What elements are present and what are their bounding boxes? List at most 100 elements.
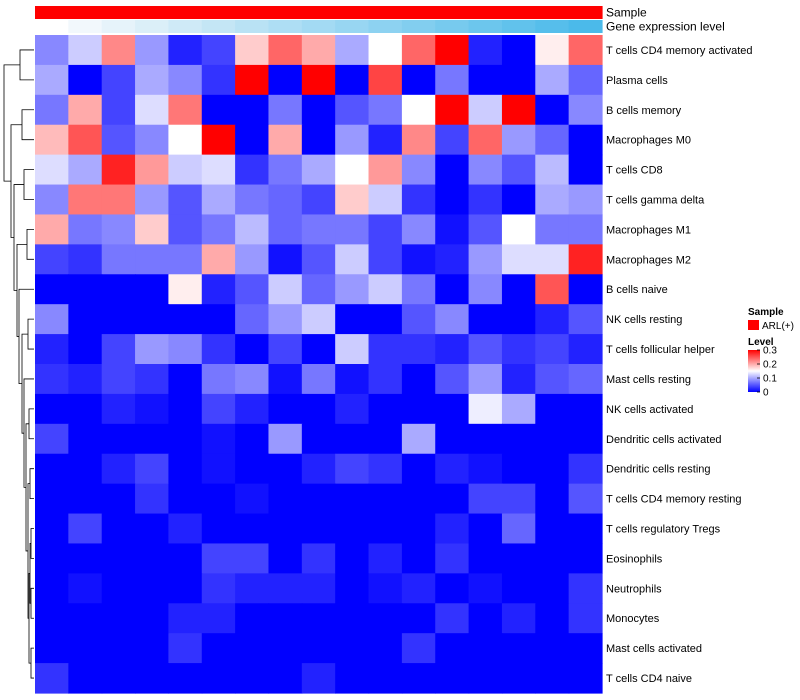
heatmap-cell [468,214,503,245]
row-label: Mast cells resting [606,374,691,386]
heatmap-cell [401,573,436,604]
row-label: Plasma cells [606,75,668,87]
heatmap-cell [568,543,603,574]
dendrogram-branch [30,528,34,559]
heatmap-cell [535,663,570,694]
heatmap-cell [135,633,170,664]
heatmap-cell [101,573,136,604]
heatmap-cell [235,64,270,96]
annotation-label: Gene expression level [606,20,725,34]
heatmap-cell [535,453,570,485]
heatmap-cell [135,124,170,156]
heatmap-cell [101,94,136,126]
dendrogram-branch [21,333,28,434]
heatmap-cell [101,603,136,634]
heatmap-cell [535,94,570,126]
heatmap-cell [101,274,136,305]
heatmap-cell [401,663,436,694]
heatmap-cell [35,214,69,245]
heatmap-cell [268,304,303,335]
heatmap-cell [135,573,170,604]
heatmap-cell [201,633,236,664]
heatmap-cell [301,573,336,604]
heatmap-cell [68,124,103,156]
heatmap-cell [501,423,536,455]
heatmap-cell [35,423,69,455]
annotation-cell [201,20,236,33]
heatmap-cell [201,364,236,395]
heatmap-cell [168,483,203,515]
heatmap-cell [168,423,203,455]
heatmap-cell [435,124,470,156]
heatmap-cell [335,364,370,395]
heatmap-cell [335,214,370,245]
heatmap-cell [168,244,203,275]
heatmap-cell [35,124,69,156]
heatmap-cell [101,304,136,335]
heatmap-cell [68,603,103,634]
heatmap-cell [568,214,603,245]
heatmap-cell [268,453,303,485]
legend-level-title: Level [748,337,774,348]
heatmap-cell [268,573,303,604]
heatmap-cell [201,154,236,186]
heatmap-cell [501,154,536,186]
heatmap-cell [401,543,436,574]
heatmap-cell [68,35,103,66]
row-label: T cells CD8 [606,165,663,177]
annotation-cell [435,20,470,33]
heatmap-cell [35,483,69,515]
heatmap-cell [468,513,503,545]
heatmap-cell [301,453,336,485]
heatmap-cell [201,663,236,694]
heatmap-cell [535,35,570,66]
heatmap-cell [568,64,603,96]
heatmap-cell [35,393,69,425]
heatmap-cell [168,184,203,216]
row-label: Monocytes [606,613,660,625]
heatmap-cell [68,393,103,425]
heatmap-cell [335,244,370,275]
heatmap-cell [235,393,270,425]
heatmap-cell [268,364,303,395]
heatmap-cell [535,64,570,96]
heatmap-cell [535,334,570,365]
heatmap-cell [468,423,503,455]
dendrogram-branch [29,468,34,499]
heatmap-cell [235,453,270,485]
heatmap-cell [268,244,303,275]
heatmap-cell [168,124,203,156]
dendrogram-branch [13,184,24,291]
heatmap-cell [35,334,69,365]
heatmap-cell [101,453,136,485]
heatmap-cell [301,94,336,126]
heatmap-cell [535,124,570,156]
heatmap-cell [301,214,336,245]
heatmap-cell [535,573,570,604]
heatmap-cell [101,663,136,694]
heatmap-cell [68,573,103,604]
heatmap-cell [468,124,503,156]
heatmap-cell [535,423,570,455]
heatmap-cell [135,603,170,634]
heatmap-cell [435,513,470,545]
legend-tick-label: 0.3 [763,346,777,357]
heatmap-cell [268,633,303,664]
heatmap-cell [468,35,503,66]
heatmap-cell [401,334,436,365]
row-label: T cells CD4 memory activated [606,45,753,57]
heatmap-cell [435,214,470,245]
heatmap-cell [535,154,570,186]
heatmap-cell [335,94,370,126]
dendrogram-branch [26,229,34,260]
heatmap-cell [35,573,69,604]
row-label: T cells CD4 naive [606,673,692,685]
row-labels: T cells CD4 memory activated Plasma cells… [606,45,753,685]
heatmap-cell [68,184,103,216]
heatmap-cell [468,393,503,425]
heatmap-cell [468,94,503,126]
heatmap-cell [401,214,436,245]
heatmap-cell [335,513,370,545]
heatmap-cell [135,393,170,425]
heatmap-cell [301,184,336,216]
